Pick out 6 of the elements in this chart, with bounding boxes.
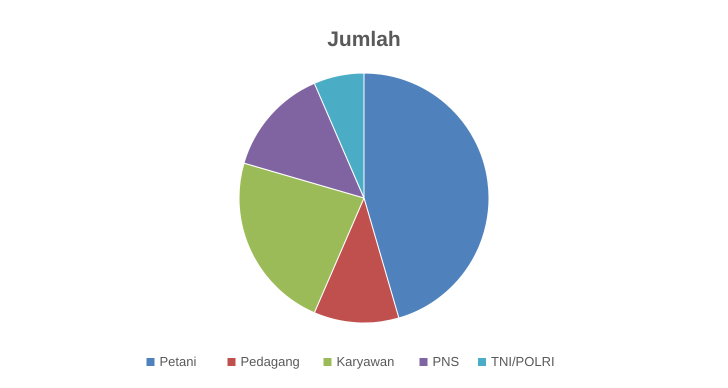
chart-title: Jumlah: [327, 28, 401, 51]
legend-label: Karyawan: [336, 354, 394, 369]
legend-label: Pedagang: [240, 354, 300, 369]
legend-label: TNI/POLRI: [491, 354, 555, 369]
legend-label: PNS: [432, 354, 460, 369]
legend-label: Petani: [160, 354, 196, 369]
